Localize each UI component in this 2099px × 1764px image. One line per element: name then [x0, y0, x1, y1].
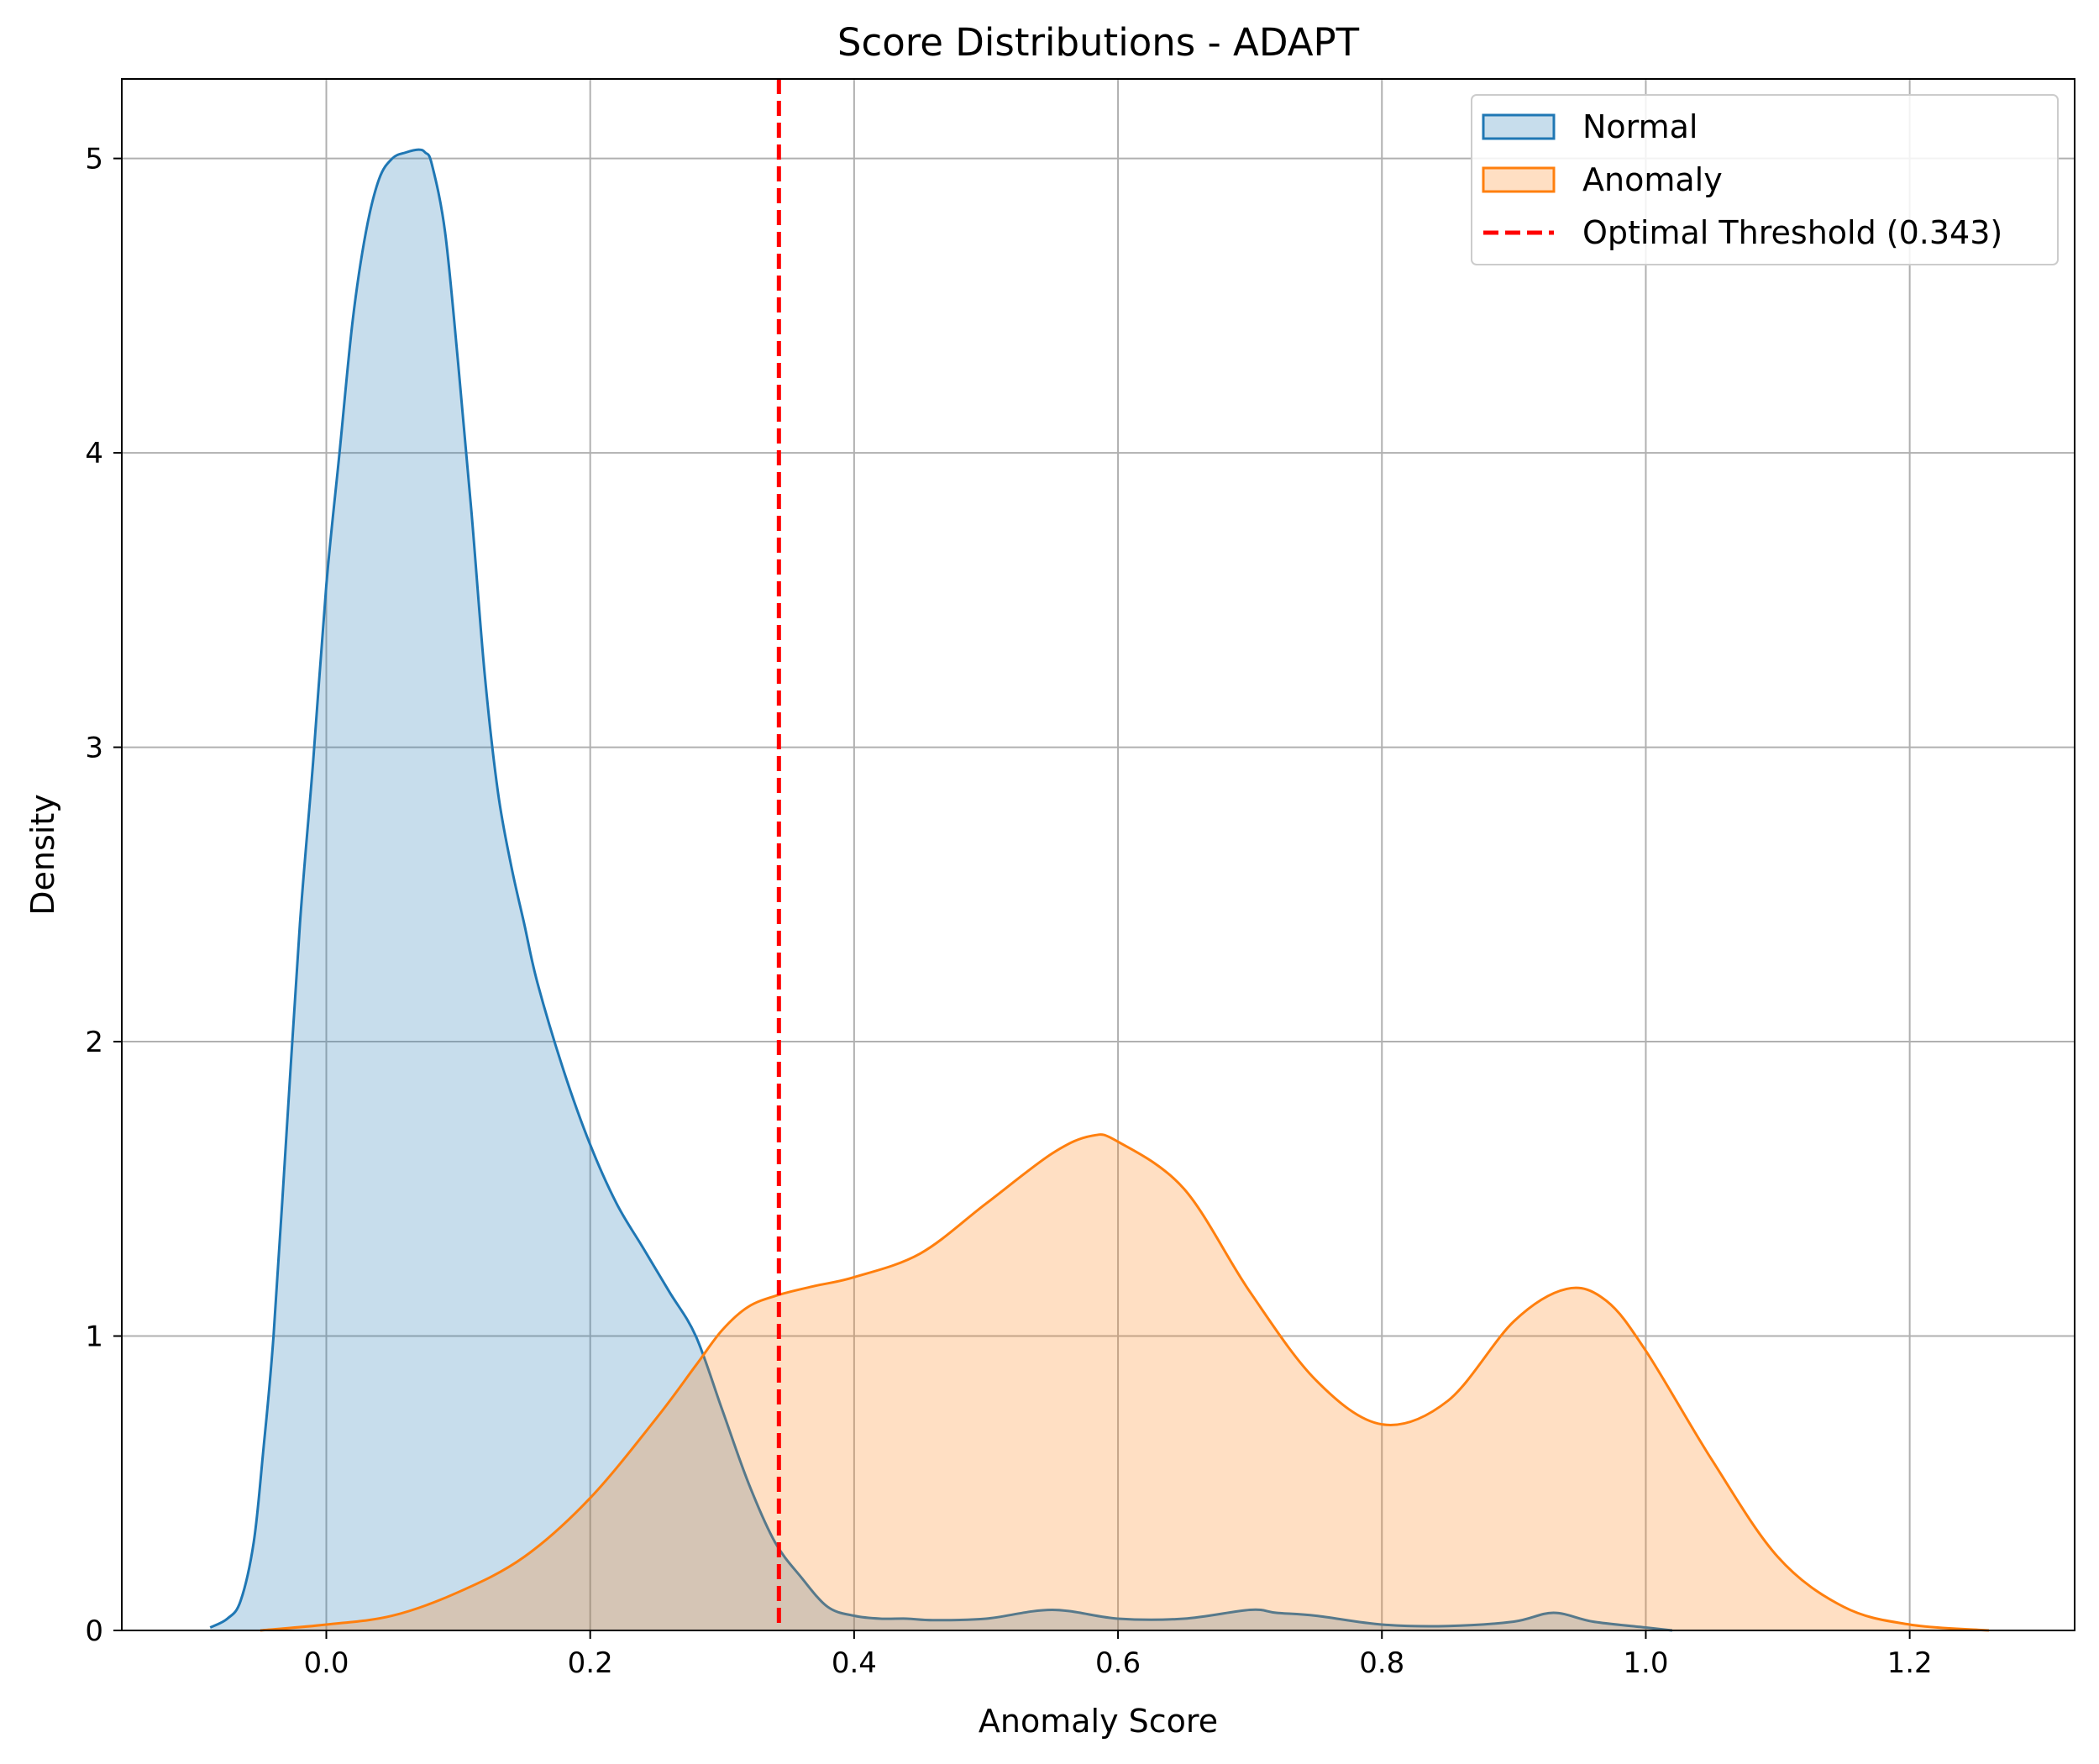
legend-label: Anomaly — [1582, 161, 1723, 198]
tick-layer: 0.0 0.2 0.4 0.6 0.8 1.0 1.2 0 1 2 3 4 5 — [85, 143, 1932, 1680]
y-tick-label: 3 — [85, 732, 103, 765]
x-tick-label: 1.0 — [1623, 1646, 1668, 1680]
x-tick-label: 0.6 — [1095, 1646, 1141, 1680]
y-tick-label: 2 — [85, 1026, 103, 1059]
plot-frame — [121, 78, 2075, 1631]
y-axis-label: Density — [24, 794, 61, 915]
x-tick-label: 0.0 — [303, 1646, 349, 1680]
x-tick-label: 1.2 — [1887, 1646, 1933, 1680]
legend-label: Optimal Threshold (0.343) — [1582, 214, 2002, 251]
y-tick-label: 4 — [85, 437, 103, 470]
y-tick-label: 1 — [85, 1320, 103, 1354]
legend-box — [1471, 94, 2059, 265]
y-tick-label: 5 — [85, 143, 103, 176]
series-area-normal — [210, 150, 1672, 1630]
series-area-anomaly — [260, 1134, 1989, 1630]
series-line-anomaly — [260, 1133, 1990, 1632]
series-line-normal — [209, 148, 1673, 1632]
x-tick-label: 0.4 — [832, 1646, 877, 1680]
y-tick-label: 0 — [85, 1614, 103, 1648]
legend-swatch-normal — [1482, 113, 1556, 140]
legend-swatch-anomaly — [1482, 166, 1556, 193]
chart-title: Score Distributions - ADAPT — [837, 20, 1360, 65]
legend-label: Normal — [1582, 108, 1698, 145]
x-tick-label: 0.8 — [1359, 1646, 1404, 1680]
x-tick-label: 0.2 — [568, 1646, 613, 1680]
legend: Normal Anomaly Optimal Threshold (0.343) — [1471, 94, 2059, 265]
series-layer — [209, 148, 1990, 1632]
x-axis-label: Anomaly Score — [979, 1703, 1218, 1740]
